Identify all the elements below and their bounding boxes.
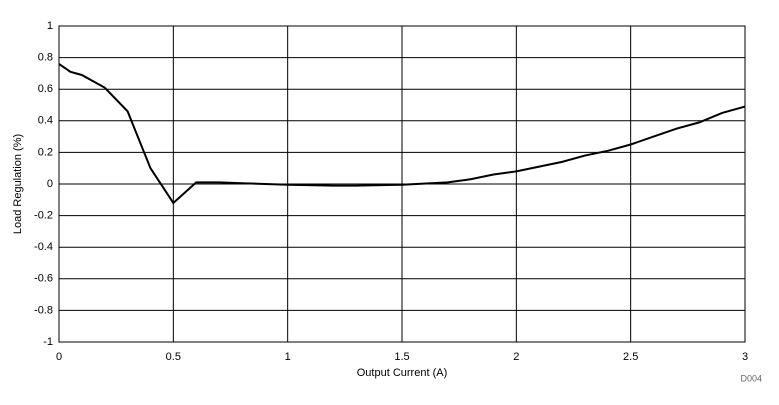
data-line [58,63,746,205]
annotation: D004 [740,373,762,383]
x-tick-label: 0.5 [166,351,181,363]
y-tick-label: 0.6 [38,83,53,95]
x-tick-label: 0 [56,351,62,363]
y-tick-label: -0.4 [34,241,53,253]
y-tick-label: -0.8 [34,304,53,316]
y-axis-label: Load Regulation (%) [12,134,24,234]
y-tick-label: 0 [47,178,53,190]
y-tick-label: -1 [43,336,53,348]
y-tick-label: 1 [47,20,53,32]
x-tick-label: 3 [742,351,748,363]
y-tick-label: -0.6 [34,273,53,285]
y-tick-label: 0.2 [38,146,53,158]
x-axis-label: Output Current (A) [357,367,447,379]
x-tick-label: 2 [513,351,519,363]
y-tick-label: 0.4 [38,115,53,127]
y-tick-label: 0.8 [38,52,53,64]
y-tick-label: -0.2 [34,210,53,222]
x-tick-label: 2.5 [623,351,638,363]
x-tick-label: 1 [285,351,291,363]
x-tick-label: 1.5 [394,351,409,363]
